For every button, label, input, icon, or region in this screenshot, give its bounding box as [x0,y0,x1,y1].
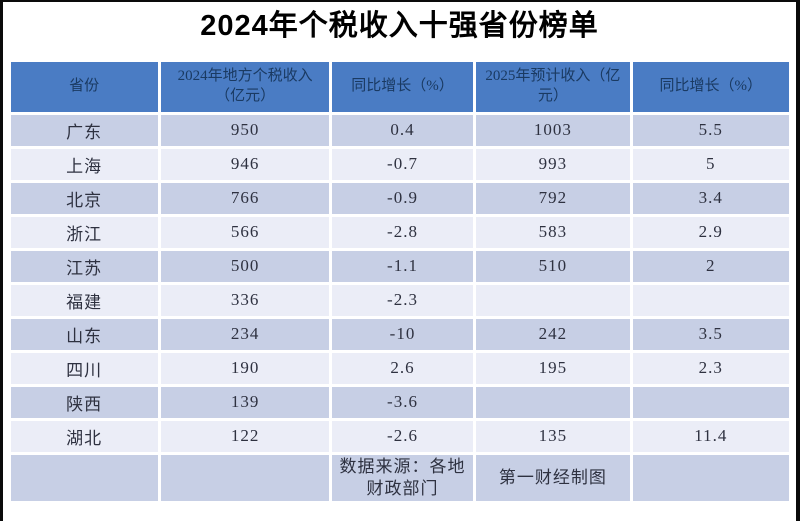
forecast-2025-cell: 583 [475,216,631,248]
ranking-table: 省份 2024年地方个税收入（亿元） 同比增长（%） 2025年预计收入（亿元）… [8,59,792,504]
yoy-2025-cell: 3.4 [633,182,789,214]
province-cell: 福建 [10,284,158,316]
income-2024-cell: 950 [160,114,330,146]
page-title: 2024年个税收入十强省份榜单 [200,10,599,42]
province-cell: 山东 [10,318,158,350]
yoy-2024-cell: -10 [332,318,473,350]
table-row: 四川 190 2.6 195 2.3 [10,352,789,384]
column-header-yoy-2024: 同比增长（%） [332,61,473,112]
income-2024-cell: 190 [160,352,330,384]
table-row: 陕西 139 -3.6 [10,386,789,418]
forecast-2025-cell: 242 [475,318,631,350]
income-2024-cell: 336 [160,284,330,316]
empty-cell [633,454,789,501]
province-cell: 广东 [10,114,158,146]
province-cell: 浙江 [10,216,158,248]
income-2024-cell: 946 [160,148,330,180]
province-cell: 湖北 [10,420,158,452]
empty-cell [160,454,330,501]
income-2024-cell: 234 [160,318,330,350]
province-cell: 上海 [10,148,158,180]
yoy-2025-cell: 3.5 [633,318,789,350]
province-cell: 四川 [10,352,158,384]
column-header-province: 省份 [10,61,158,112]
income-2024-cell: 566 [160,216,330,248]
forecast-2025-cell: 135 [475,420,631,452]
income-2024-cell: 500 [160,250,330,282]
income-2024-cell: 139 [160,386,330,418]
yoy-2024-cell: 0.4 [332,114,473,146]
yoy-2024-cell: -2.3 [332,284,473,316]
header-row: 省份 2024年地方个税收入（亿元） 同比增长（%） 2025年预计收入（亿元）… [10,61,789,112]
province-cell: 江苏 [10,250,158,282]
table-row: 山东 234 -10 242 3.5 [10,318,789,350]
yoy-2025-cell: 2.9 [633,216,789,248]
table-row: 江苏 500 -1.1 510 2 [10,250,789,282]
yoy-2025-cell [633,386,789,418]
income-2024-cell: 122 [160,420,330,452]
table-row: 浙江 566 -2.8 583 2.9 [10,216,789,248]
yoy-2025-cell: 5 [633,148,789,180]
yoy-2024-cell: 2.6 [332,352,473,384]
yoy-2025-cell: 5.5 [633,114,789,146]
table-footer: 数据来源：各地财政部门 第一财经制图 [10,454,789,501]
yoy-2025-cell [633,284,789,316]
yoy-2025-cell: 2.3 [633,352,789,384]
forecast-2025-cell: 195 [475,352,631,384]
yoy-2025-cell: 2 [633,250,789,282]
province-cell: 北京 [10,182,158,214]
table-row: 广东 950 0.4 1003 5.5 [10,114,789,146]
column-header-income-2024: 2024年地方个税收入（亿元） [160,61,330,112]
table-header: 省份 2024年地方个税收入（亿元） 同比增长（%） 2025年预计收入（亿元）… [10,61,789,112]
yoy-2024-cell: -2.6 [332,420,473,452]
table-row: 福建 336 -2.3 [10,284,789,316]
forecast-2025-cell: 1003 [475,114,631,146]
province-cell: 陕西 [10,386,158,418]
table-row: 湖北 122 -2.6 135 11.4 [10,420,789,452]
empty-cell [10,454,158,501]
table-body: 广东 950 0.4 1003 5.5 上海 946 -0.7 993 5 北京 766 -0.9 792… [10,114,789,452]
data-source-note: 数据来源：各地财政部门 [332,454,473,501]
forecast-2025-cell: 993 [475,148,631,180]
income-2024-cell: 766 [160,182,330,214]
yoy-2024-cell: -0.7 [332,148,473,180]
table-row: 北京 766 -0.9 792 3.4 [10,182,789,214]
table-row: 上海 946 -0.7 993 5 [10,148,789,180]
forecast-2025-cell [475,284,631,316]
column-header-yoy-2025: 同比增长（%） [633,61,789,112]
yoy-2024-cell: -3.6 [332,386,473,418]
forecast-2025-cell: 510 [475,250,631,282]
yoy-2024-cell: -0.9 [332,182,473,214]
footer-row: 数据来源：各地财政部门 第一财经制图 [10,454,789,501]
forecast-2025-cell: 792 [475,182,631,214]
yoy-2024-cell: -1.1 [332,250,473,282]
yoy-2024-cell: -2.8 [332,216,473,248]
credit-note: 第一财经制图 [475,454,631,501]
forecast-2025-cell [475,386,631,418]
yoy-2025-cell: 11.4 [633,420,789,452]
column-header-forecast-2025: 2025年预计收入（亿元） [475,61,631,112]
